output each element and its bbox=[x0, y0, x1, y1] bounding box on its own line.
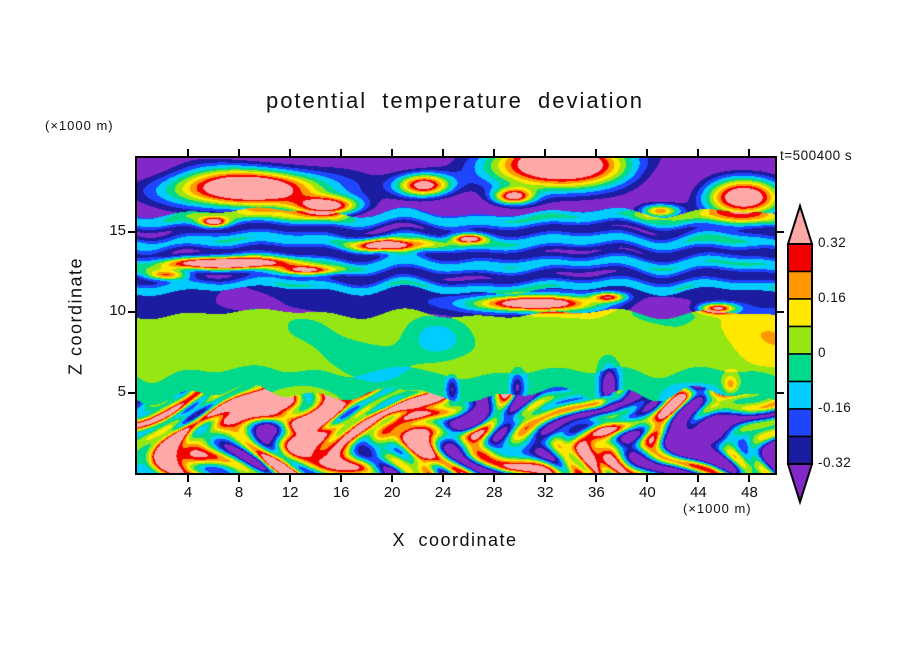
colorbar-segment bbox=[787, 243, 813, 273]
x-axis-tick-top bbox=[544, 149, 547, 156]
y-axis-tick bbox=[128, 230, 135, 233]
x-axis-tick-top bbox=[697, 149, 700, 156]
y-axis-tick-right bbox=[777, 391, 784, 394]
x-axis-tick-label: 36 bbox=[588, 484, 605, 501]
x-axis-tick-top bbox=[595, 149, 598, 156]
colorbar bbox=[786, 202, 814, 506]
x-axis-tick bbox=[442, 475, 445, 482]
x-axis-tick-top bbox=[646, 149, 649, 156]
x-axis-tick bbox=[544, 475, 547, 482]
y-axis-tick-label: 10 bbox=[109, 302, 126, 320]
x-axis-tick-label: 24 bbox=[434, 484, 452, 501]
x-axis-tick-label: 4 bbox=[183, 484, 193, 501]
x-axis-tick-top bbox=[289, 149, 292, 156]
y-axis-tick-right bbox=[777, 311, 784, 314]
colorbar-segment bbox=[787, 325, 813, 355]
x-axis-tick bbox=[697, 475, 700, 482]
colorbar-segment bbox=[787, 353, 813, 383]
heatmap-canvas bbox=[137, 158, 775, 473]
x-axis-tick bbox=[646, 475, 649, 482]
x-axis-tick-label: 12 bbox=[281, 484, 299, 501]
colorbar-segment bbox=[787, 298, 813, 328]
colorbar-label: -0.32 bbox=[818, 455, 852, 470]
colorbar-segment bbox=[787, 435, 813, 465]
x-axis-tick bbox=[493, 475, 496, 482]
x-axis-tick bbox=[748, 475, 751, 482]
y-axis-tick-right bbox=[777, 230, 784, 233]
x-axis-tick-label: 20 bbox=[383, 484, 401, 501]
colorbar-label: 0.32 bbox=[818, 235, 847, 250]
colorbar-arrow-above bbox=[786, 202, 814, 245]
x-axis-tick-top bbox=[238, 149, 241, 156]
chart-title: potential temperature deviation bbox=[265, 88, 645, 113]
x-axis-unit-label: (×1000 m) bbox=[683, 501, 752, 516]
y-axis-tick-label: 15 bbox=[109, 221, 126, 239]
x-axis-tick-label: 28 bbox=[485, 484, 503, 501]
colorbar-label: 0 bbox=[818, 345, 827, 360]
y-axis-tick bbox=[128, 311, 135, 314]
x-axis-tick-label: 32 bbox=[536, 484, 554, 501]
colorbar-label: -0.16 bbox=[818, 400, 852, 415]
x-axis-label: X coordinate bbox=[392, 530, 518, 550]
colorbar-segment bbox=[787, 380, 813, 410]
x-axis-tick-label: 40 bbox=[639, 484, 656, 501]
plot-area bbox=[135, 156, 777, 475]
x-axis-tick-top bbox=[493, 149, 496, 156]
colorbar-segment bbox=[787, 408, 813, 438]
x-axis-tick bbox=[187, 475, 190, 482]
colorbar-label: 0.16 bbox=[818, 290, 847, 305]
x-axis-tick-label: 48 bbox=[741, 484, 758, 501]
y-axis-tick bbox=[128, 391, 135, 394]
time-label: t=500400 s bbox=[780, 148, 853, 163]
colorbar-frame bbox=[787, 243, 813, 465]
x-axis-tick-label: 44 bbox=[690, 484, 707, 501]
x-axis-tick bbox=[238, 475, 241, 482]
x-axis-tick-label: 16 bbox=[332, 484, 350, 501]
x-axis-tick bbox=[340, 475, 343, 482]
x-axis-tick-label: 8 bbox=[234, 484, 244, 501]
x-axis-tick-top bbox=[391, 149, 394, 156]
x-axis-tick bbox=[289, 475, 292, 482]
x-axis-tick-top bbox=[187, 149, 190, 156]
x-axis-tick-top bbox=[442, 149, 445, 156]
y-axis-tick-label: 5 bbox=[117, 382, 126, 400]
x-axis-tick-top bbox=[340, 149, 343, 156]
x-axis-tick bbox=[391, 475, 394, 482]
z-axis-unit-label: (×1000 m) bbox=[45, 118, 114, 133]
x-axis-tick bbox=[595, 475, 598, 482]
colorbar-segment bbox=[787, 270, 813, 300]
colorbar-arrow-below bbox=[786, 463, 814, 506]
x-axis-tick-top bbox=[748, 149, 751, 156]
